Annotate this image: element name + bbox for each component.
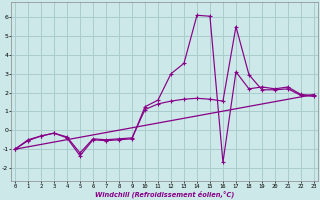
X-axis label: Windchill (Refroidissement éolien,°C): Windchill (Refroidissement éolien,°C)	[95, 190, 234, 198]
